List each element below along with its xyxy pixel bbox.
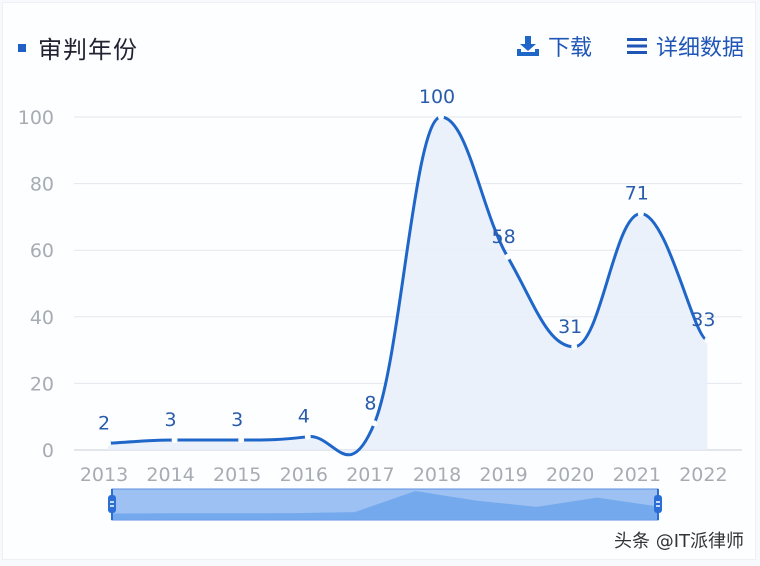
data-point[interactable] bbox=[704, 337, 711, 344]
area-fill bbox=[108, 117, 708, 455]
slider-handle-right[interactable] bbox=[654, 489, 662, 520]
x-tick-label: 2016 bbox=[280, 464, 328, 486]
data-label: 2 bbox=[98, 412, 110, 434]
y-tick-label: 40 bbox=[30, 307, 54, 329]
x-tick-label: 2014 bbox=[146, 464, 194, 486]
detail-data-label: 详细数据 bbox=[655, 36, 744, 61]
data-point[interactable] bbox=[371, 420, 378, 427]
data-point[interactable] bbox=[105, 440, 111, 447]
x-tick-label: 2013 bbox=[80, 464, 128, 486]
download-label: 下载 bbox=[547, 36, 592, 61]
x-tick-label: 2019 bbox=[479, 464, 527, 486]
data-zoom-slider[interactable] bbox=[108, 488, 662, 521]
header-actions: 下载 详细数据 bbox=[516, 30, 744, 62]
data-point[interactable] bbox=[238, 437, 245, 444]
x-tick-label: 2022 bbox=[679, 464, 727, 486]
download-button[interactable]: 下载 bbox=[516, 30, 592, 62]
data-label: 31 bbox=[558, 316, 582, 338]
data-label: 3 bbox=[231, 409, 243, 431]
data-label: 100 bbox=[419, 86, 455, 108]
list-icon bbox=[626, 38, 647, 54]
data-point[interactable] bbox=[438, 114, 444, 120]
y-tick-label: 20 bbox=[30, 373, 54, 395]
data-point[interactable] bbox=[637, 210, 644, 217]
slider-preview bbox=[112, 491, 658, 520]
data-point[interactable] bbox=[171, 437, 178, 444]
data-label: 58 bbox=[492, 226, 516, 248]
slider-handle-left[interactable] bbox=[108, 489, 116, 520]
data-point[interactable] bbox=[504, 253, 511, 260]
x-tick-label: 2020 bbox=[546, 464, 594, 486]
data-point[interactable] bbox=[304, 433, 311, 440]
x-tick-label: 2021 bbox=[613, 464, 661, 486]
x-tick-label: 2017 bbox=[346, 464, 394, 486]
x-tick-label: 2015 bbox=[213, 464, 261, 486]
square-bullet-icon bbox=[18, 43, 26, 52]
y-tick-label: 80 bbox=[30, 174, 54, 196]
chart-header: 审判年份 下载 详细数据 bbox=[0, 0, 760, 90]
data-label: 33 bbox=[691, 309, 715, 331]
y-tick-label: 60 bbox=[30, 240, 54, 262]
data-label: 4 bbox=[298, 406, 310, 428]
x-tick-label: 2018 bbox=[413, 464, 461, 486]
detail-data-button[interactable]: 详细数据 bbox=[626, 30, 744, 62]
y-tick-label: 0 bbox=[42, 440, 54, 462]
data-point[interactable] bbox=[571, 343, 578, 350]
chart-title: 审判年份 bbox=[38, 36, 138, 64]
y-tick-label: 100 bbox=[18, 107, 54, 129]
data-label: 71 bbox=[625, 183, 649, 205]
data-label: 8 bbox=[364, 392, 376, 414]
download-icon bbox=[516, 36, 539, 56]
title-group: 审判年份 bbox=[18, 30, 138, 65]
watermark: 头条 @IT派律师 bbox=[613, 531, 744, 552]
data-label: 3 bbox=[165, 409, 177, 431]
